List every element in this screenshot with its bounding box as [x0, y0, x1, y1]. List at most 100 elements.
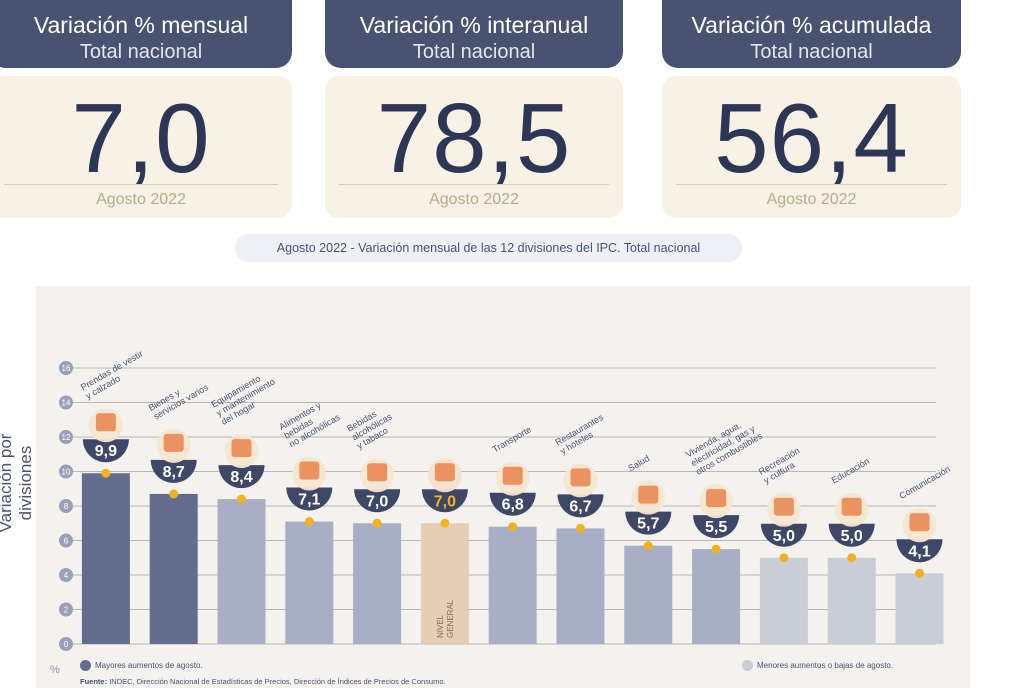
card-cumulative-value: 56,4 [714, 83, 909, 193]
bottle-icon-glyph [367, 463, 388, 482]
bar [895, 573, 944, 644]
legend-low-swatch [742, 660, 753, 671]
y-tick-marker [59, 499, 73, 513]
y-tick-marker [59, 430, 73, 444]
value-label: 5,7 [637, 516, 659, 533]
card-yearly-body: 78,5 Agosto 2022 [325, 76, 623, 218]
value-badge [286, 487, 333, 511]
value-dot [779, 553, 789, 563]
card-monthly-title: Variación % mensual [33, 12, 249, 38]
category-label: Salud [626, 453, 651, 473]
bar [692, 549, 741, 644]
value-dot [711, 544, 721, 554]
bar [217, 499, 266, 644]
value-dot [372, 518, 382, 528]
shirt-icon-glyph [95, 413, 116, 432]
value-label: 5,0 [773, 528, 795, 545]
basket-icon-glyph [434, 463, 455, 482]
phone-icon-glyph [909, 513, 930, 532]
legend-high: Mayores aumentos de agosto. [80, 660, 203, 671]
y-tick-label: 4 [64, 571, 69, 580]
legend-low: Menores aumentos o bajas de agosto. [742, 660, 893, 671]
book-icon-glyph [841, 497, 862, 516]
value-badge [82, 439, 129, 463]
card-yearly-header: Variación % interanual Total nacional [325, 0, 623, 68]
y-tick-marker [59, 637, 73, 651]
source-label: Fuente: [80, 677, 108, 686]
category-label: Equipamientoy mantenimientodel hogar [210, 368, 282, 427]
category-label: Bebidasalcohólicasy tabaco [345, 402, 399, 450]
value-badge [760, 523, 807, 547]
y-tick-label: 10 [62, 468, 71, 477]
category-label: Restaurantesy hoteles [554, 412, 611, 456]
bar [149, 493, 198, 644]
chart-panel: 0 2 4 6 8 10 12 14 16 9,9 Prendas de vestiry calza… [36, 286, 970, 688]
value-dot [915, 568, 924, 578]
y-tick-marker [59, 395, 73, 410]
source-note: Fuente: INDEC, Dirección Nacional de Est… [80, 677, 446, 686]
value-dot [101, 468, 111, 478]
chicken-icon-glyph [299, 461, 320, 480]
value-dot [643, 541, 653, 551]
value-dot [847, 553, 857, 563]
value-badge [828, 523, 875, 547]
value-label: 8,4 [230, 469, 252, 486]
card-monthly-body: 7,0 Agosto 2022 [0, 76, 292, 218]
y-tick-marker [59, 533, 73, 548]
y-tick-label: 14 [62, 399, 71, 408]
legend-low-label: Menores aumentos o bajas de agosto. [757, 661, 894, 670]
category-label: Bienes yservicios varios [147, 373, 211, 421]
chart-subtitle: Agosto 2022 - Variación mensual de las 1… [235, 234, 742, 262]
card-yearly-value: 78,5 [376, 83, 572, 193]
card-monthly-subtitle: Total nacional [79, 41, 203, 63]
washing-machine-icon-glyph [231, 439, 252, 458]
value-badge [354, 489, 401, 513]
value-dot [169, 489, 179, 499]
value-label: 5,0 [841, 528, 863, 545]
category-label: Prendas de vestiry calzado [79, 349, 150, 401]
card-yearly-subtitle: Total nacional [412, 41, 536, 63]
category-label: Vivienda, agua,electricidad, gas yotros … [684, 413, 764, 477]
value-dot [440, 518, 450, 528]
bar [624, 545, 673, 644]
general-bar-label: NIVELGENERAL [436, 599, 455, 638]
value-dot [237, 494, 246, 504]
card-yearly: Variación % interanual Total nacional 78… [325, 0, 623, 218]
bar [285, 521, 334, 644]
card-monthly-value: 7,0 [71, 83, 211, 193]
category-label: Educación [830, 456, 871, 486]
value-dot [576, 523, 585, 533]
first-aid-icon-glyph [638, 485, 659, 504]
utensils-icon-glyph [570, 468, 591, 487]
y-tick-label: 16 [62, 364, 71, 373]
value-label: 7,0 [366, 493, 388, 510]
y-tick-label: 12 [62, 433, 71, 442]
value-badge [896, 539, 943, 563]
scissors-comb-icon-glyph [163, 433, 184, 452]
card-cumulative-body: 56,4 Agosto 2022 [662, 76, 961, 218]
bar [488, 526, 537, 644]
value-label: 7,1 [298, 492, 320, 509]
value-label: 8,7 [163, 464, 185, 481]
card-monthly-date: Agosto 2022 [4, 184, 278, 209]
value-label: 9,9 [95, 443, 117, 460]
value-label: 6,8 [502, 497, 524, 514]
y-tick-marker [59, 361, 73, 375]
value-dot [508, 522, 518, 532]
y-tick-marker [59, 602, 73, 617]
y-tick-marker [59, 464, 73, 479]
value-badge [421, 489, 468, 513]
legend-high-swatch [80, 660, 91, 671]
value-label: 5,5 [705, 519, 727, 536]
value-badge [557, 494, 604, 518]
bar [556, 528, 605, 644]
value-badge [625, 511, 672, 535]
bar [81, 473, 130, 644]
lightbulb-icon-glyph [706, 489, 727, 508]
y-axis-label: Variación por divisiones [0, 433, 35, 533]
bar [759, 557, 808, 644]
y-tick-label: 0 [64, 640, 69, 649]
card-monthly-header: Variación % mensual Total nacional [0, 0, 292, 68]
category-label: Comunicación [898, 464, 952, 501]
bus-icon-glyph [502, 466, 523, 485]
